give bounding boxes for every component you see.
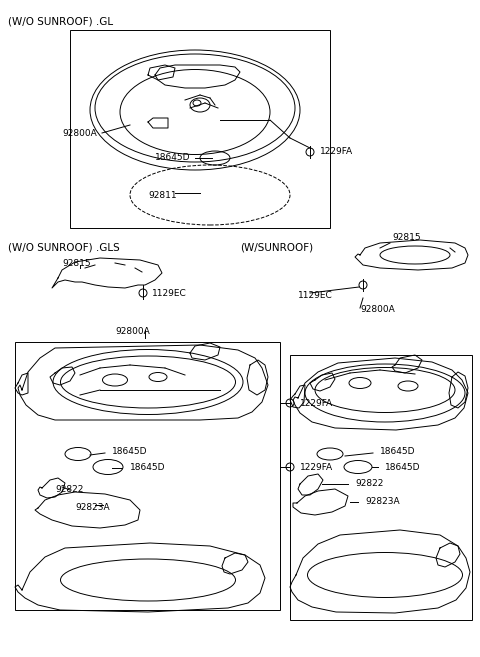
Text: 92815: 92815 [62, 258, 91, 267]
Bar [15, 342, 280, 610]
Text: 92800A: 92800A [115, 327, 150, 336]
Text: 92823A: 92823A [75, 503, 109, 512]
Text: 92822: 92822 [55, 486, 84, 495]
Text: 92823A: 92823A [365, 497, 400, 507]
Text: 1129EC: 1129EC [152, 288, 187, 298]
Text: 92815: 92815 [392, 233, 420, 242]
Text: (W/SUNROOF): (W/SUNROOF) [240, 243, 313, 253]
Text: 92800A: 92800A [62, 129, 97, 137]
Text: 1229FA: 1229FA [320, 148, 353, 156]
Text: 18645D: 18645D [155, 154, 191, 162]
Text: 92811: 92811 [148, 191, 177, 200]
Text: 18645D: 18645D [380, 447, 416, 457]
Text: 1229FA: 1229FA [300, 463, 333, 472]
Text: 1129EC: 1129EC [298, 290, 333, 300]
Text: (W/O SUNROOF) .GL: (W/O SUNROOF) .GL [8, 17, 113, 27]
Bar [290, 355, 472, 620]
Text: 1229FA: 1229FA [300, 399, 333, 407]
Text: 18645D: 18645D [112, 447, 147, 457]
Text: 92800A: 92800A [360, 306, 395, 315]
Text: (W/O SUNROOF) .GLS: (W/O SUNROOF) .GLS [8, 243, 120, 253]
Text: 92822: 92822 [355, 480, 384, 489]
Bar [70, 30, 330, 228]
Text: 18645D: 18645D [385, 463, 420, 472]
Text: 18645D: 18645D [130, 463, 166, 472]
